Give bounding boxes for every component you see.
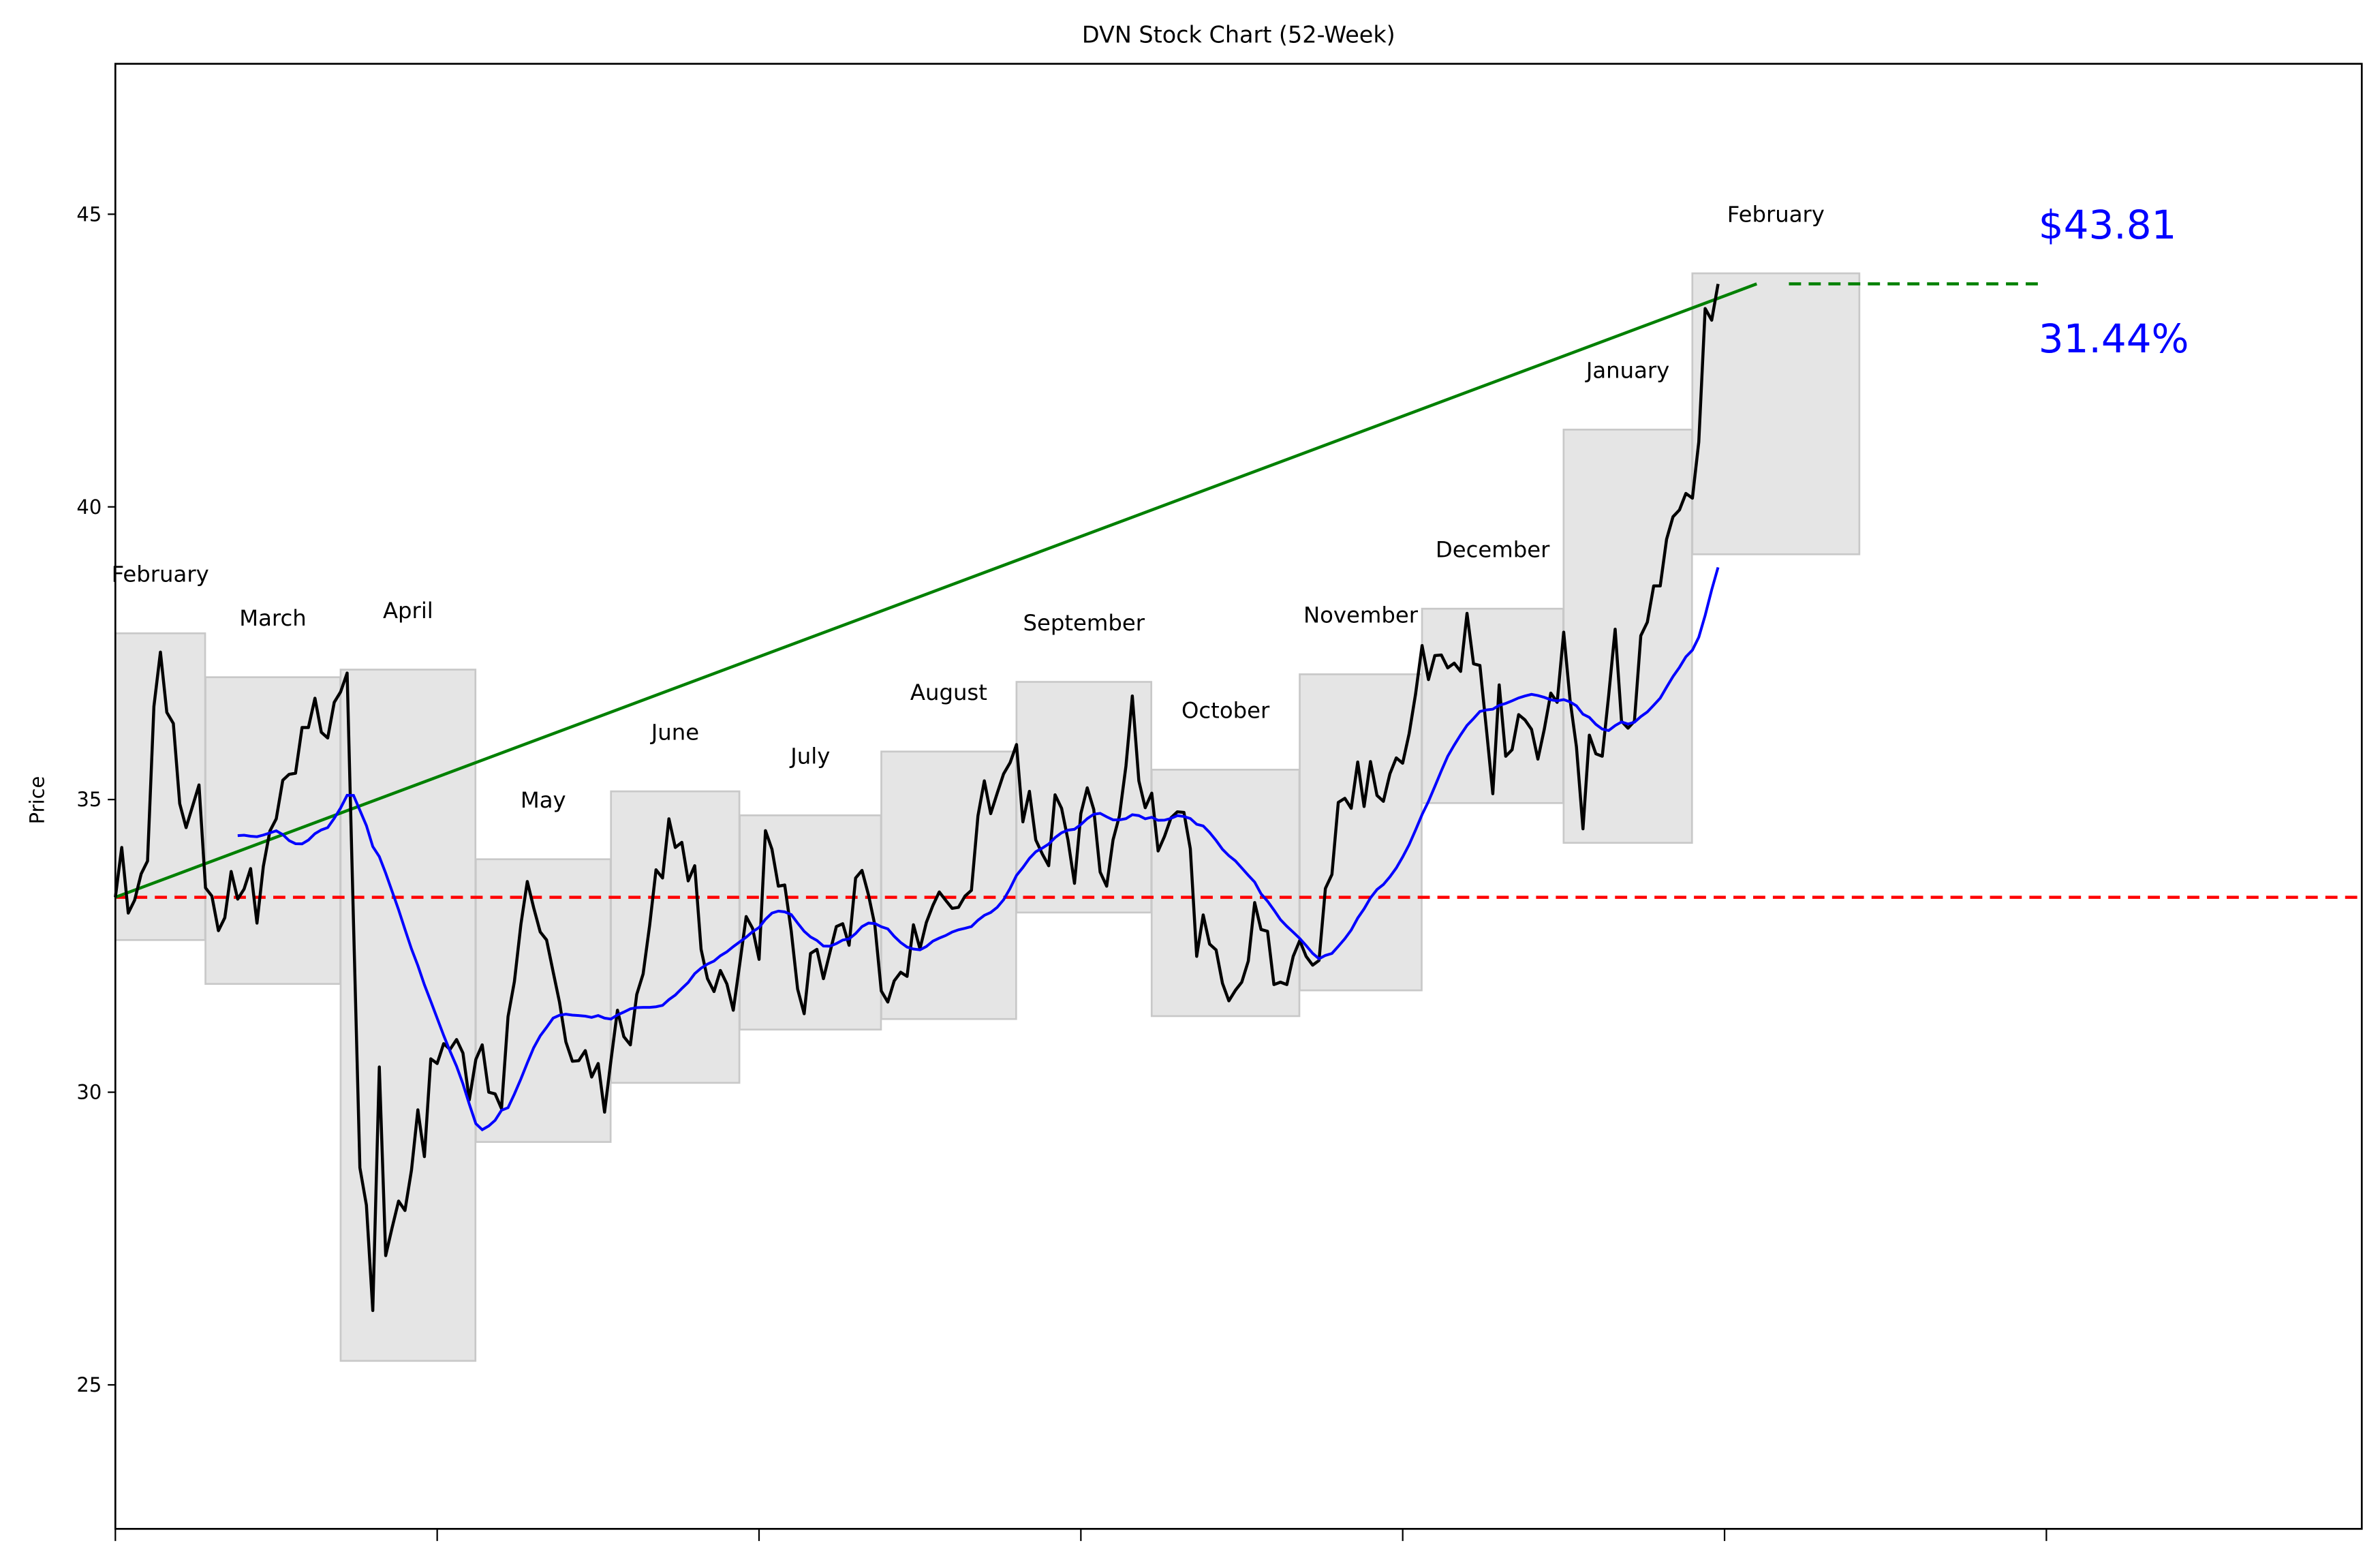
month-label: May <box>521 787 566 813</box>
month-box <box>880 750 1017 1020</box>
month-box <box>1691 272 1861 555</box>
y-tick-label: 25 <box>76 1373 102 1396</box>
month-box <box>1299 673 1423 992</box>
month-label: November <box>1303 602 1419 628</box>
month-labels: February March April May June July August Septe… <box>112 201 1825 813</box>
month-label: April <box>383 598 433 624</box>
chart-title: DVN Stock Chart (52-Week) <box>1082 21 1395 48</box>
change-percent-annotation: 31.44% <box>2039 316 2189 362</box>
month-box <box>339 669 477 1362</box>
month-box <box>1150 769 1301 1018</box>
y-axis-label: Price <box>26 776 49 825</box>
month-label: June <box>650 719 699 745</box>
price-line <box>114 284 1720 1313</box>
month-label: July <box>789 744 830 769</box>
y-tick-label: 30 <box>76 1081 102 1104</box>
month-label: January <box>1585 358 1669 384</box>
month-box <box>114 632 206 941</box>
plot-frame <box>114 63 2363 1530</box>
last-price-annotation: $43.81 <box>2039 202 2177 248</box>
axes: 25 30 35 40 45 <box>76 63 2363 1542</box>
series-lines <box>114 282 2362 1313</box>
moving-average-line <box>237 566 1720 1132</box>
month-label: August <box>910 679 987 705</box>
month-label: September <box>1023 610 1145 636</box>
month-box <box>1421 607 1564 804</box>
month-label: March <box>239 605 306 631</box>
month-box <box>474 858 612 1143</box>
month-label: December <box>1436 536 1550 562</box>
month-box <box>1562 429 1693 844</box>
month-boxes <box>114 272 1861 1362</box>
month-label: October <box>1181 698 1270 724</box>
trend-line <box>114 282 1758 899</box>
y-tick-label: 35 <box>76 788 102 811</box>
month-label: February <box>1727 201 1825 227</box>
y-tick-label: 40 <box>76 495 102 519</box>
y-tick-label: 45 <box>76 202 102 226</box>
month-label: February <box>112 562 209 587</box>
